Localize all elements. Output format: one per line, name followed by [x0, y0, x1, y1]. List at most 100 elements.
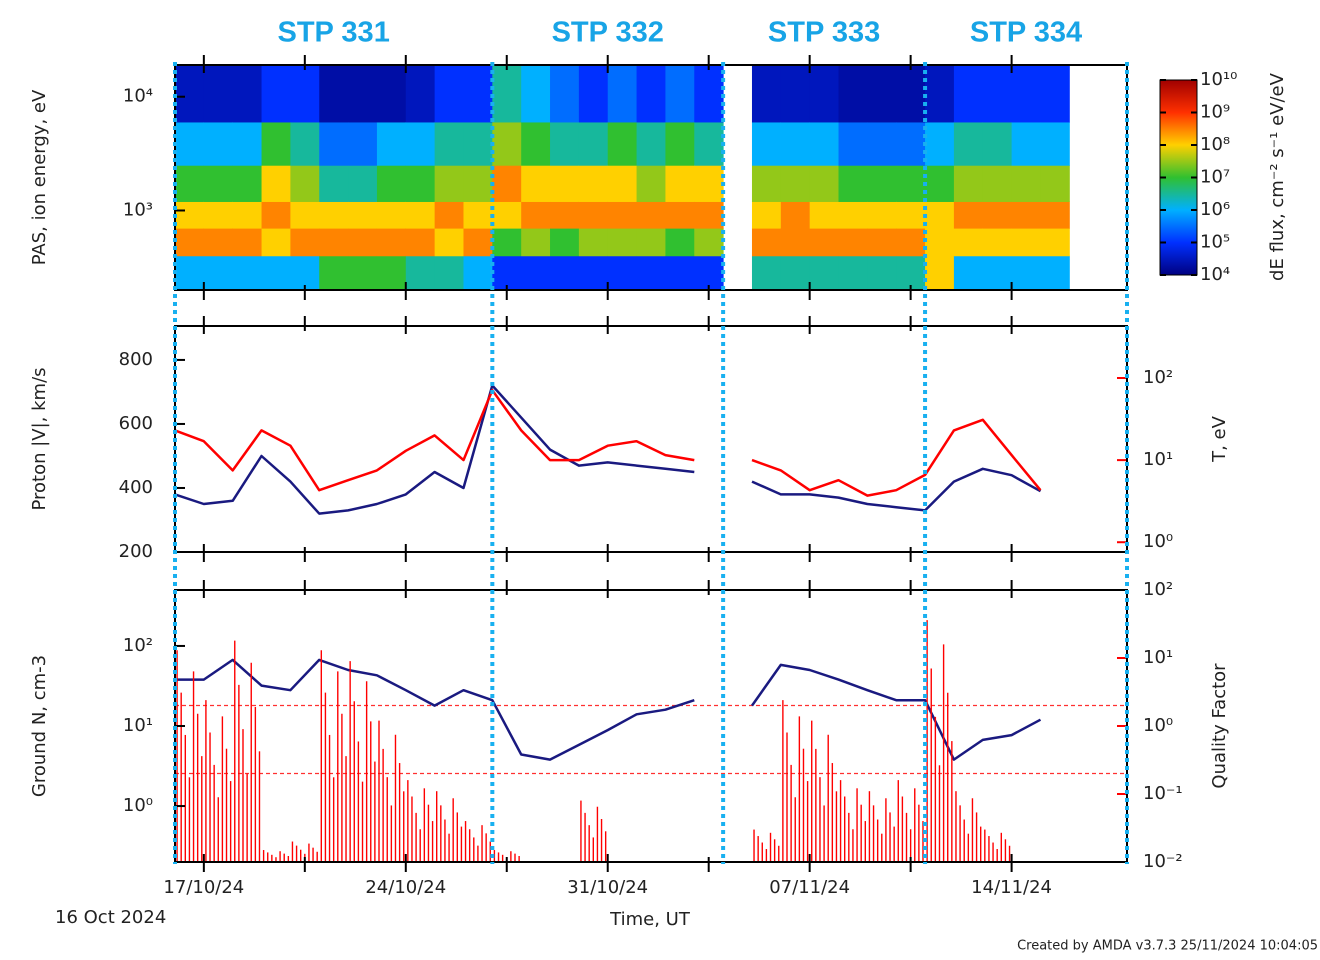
heatmap-cell — [1011, 121, 1041, 166]
colorbar-tick-label: 10⁸ — [1200, 134, 1230, 155]
heatmap-cell — [550, 121, 580, 166]
heatmap-cell — [982, 65, 1013, 123]
heatmap-cell — [665, 255, 695, 291]
heatmap-cell — [203, 165, 234, 202]
heatmap-cell — [665, 121, 695, 166]
heatmap-cell — [492, 255, 522, 291]
colorbar-tick-label: 10⁶ — [1200, 199, 1230, 220]
heatmap-cell — [1011, 228, 1041, 257]
heatmap-cell — [896, 65, 926, 123]
heatmap-cell — [348, 121, 378, 166]
segment-label: STP 333 — [768, 17, 880, 49]
heatmap-cell — [751, 255, 782, 291]
heatmap-cell — [290, 165, 320, 202]
heatmap-cell — [694, 65, 724, 123]
heatmap-cell — [261, 165, 291, 202]
heatmap-cell — [521, 201, 551, 229]
spike — [897, 780, 924, 862]
heatmap-cell — [521, 121, 551, 166]
heatmap-cell — [694, 121, 724, 166]
y2-axis-label: Quality Factor — [1209, 663, 1230, 789]
heatmap-cell — [521, 65, 551, 123]
heatmap-cell — [376, 255, 407, 291]
y2-tick-label: 10¹ — [1143, 647, 1173, 668]
heatmap-cell — [780, 255, 811, 291]
heatmap-cell — [953, 165, 984, 202]
heatmap-cell — [521, 228, 551, 257]
heatmap-cell — [838, 165, 868, 202]
heatmap-cell — [521, 255, 551, 291]
heatmap-cell — [348, 65, 378, 123]
heatmap-cell — [1011, 65, 1041, 123]
heatmap-cell — [665, 228, 695, 257]
heatmap-cell — [463, 165, 493, 202]
heatmap-cell — [578, 201, 609, 229]
colorbar-tick-label: 10⁷ — [1200, 167, 1230, 188]
heatmap-cell — [607, 201, 638, 229]
spike — [811, 720, 838, 862]
heatmap-cell — [896, 201, 926, 229]
heatmap-cell — [867, 228, 897, 257]
y2-axis-label: T, eV — [1209, 415, 1230, 463]
colorbar-tick-label: 10⁵ — [1200, 232, 1230, 253]
heatmap-cell — [953, 201, 984, 229]
heatmap-cell — [1040, 228, 1070, 257]
heatmap-cell — [492, 228, 522, 257]
heatmap-cell — [434, 255, 464, 291]
heatmap-cell — [867, 121, 897, 166]
heatmap-cell — [376, 65, 407, 123]
heatmap-cell — [319, 121, 349, 166]
heatmap-cell — [925, 65, 955, 123]
heatmap-cell — [982, 165, 1013, 202]
spike — [320, 650, 347, 862]
heatmap-cell — [203, 228, 234, 257]
heatmap-cell — [348, 228, 378, 257]
heatmap-cell — [232, 228, 263, 257]
heatmap-cell — [376, 228, 407, 257]
y2-tick-label: 10⁻² — [1143, 851, 1183, 872]
heatmap-cell — [261, 121, 291, 166]
heatmap-cell — [434, 165, 464, 202]
heatmap-cell — [492, 121, 522, 166]
heatmap-cell — [1040, 201, 1070, 229]
heatmap-cell — [492, 165, 522, 202]
heatmap-cell — [896, 165, 926, 202]
heatmap-cell — [636, 228, 666, 257]
heatmap-cell — [290, 255, 320, 291]
segment-label: STP 334 — [970, 17, 1082, 49]
heatmap-cell — [261, 228, 291, 257]
spike — [782, 700, 809, 862]
x-tick-label: 24/10/24 — [365, 877, 446, 898]
heatmap-cell — [982, 201, 1013, 229]
heatmap-cell — [665, 65, 695, 123]
heatmap-cell — [607, 255, 638, 291]
y-axis-label: Ground N, cm-3 — [29, 655, 50, 797]
heatmap-cell — [982, 255, 1013, 291]
heatmap-cell — [550, 165, 580, 202]
colorbar-tick-label: 10⁴ — [1200, 264, 1230, 285]
spike — [234, 640, 261, 862]
spike — [839, 780, 867, 862]
heatmap-cell — [809, 121, 840, 166]
heatmap-cell — [405, 255, 436, 291]
y-tick-label: 10¹ — [123, 715, 153, 736]
heatmap-cell — [376, 201, 407, 229]
heatmap-cell — [665, 165, 695, 202]
heatmap-cell — [838, 121, 868, 166]
credit: Created by AMDA v3.7.3 25/11/2024 10:04:… — [1017, 939, 1318, 954]
heatmap-cell — [694, 201, 724, 229]
spike — [435, 791, 463, 862]
spike — [407, 780, 434, 862]
y-axis-label: PAS, ion energy, eV — [29, 89, 50, 265]
y2-tick-label: 10⁰ — [1143, 715, 1173, 736]
heatmap-cell — [578, 121, 609, 166]
segment-label: STP 332 — [552, 17, 664, 49]
heatmap-cell — [463, 201, 493, 229]
spike — [926, 620, 953, 862]
heatmap-cell — [896, 228, 926, 257]
heatmap-cell — [405, 201, 436, 229]
heatmap-cell — [925, 165, 955, 202]
y-tick-label: 200 — [119, 541, 153, 562]
heatmap-cell — [578, 165, 609, 202]
